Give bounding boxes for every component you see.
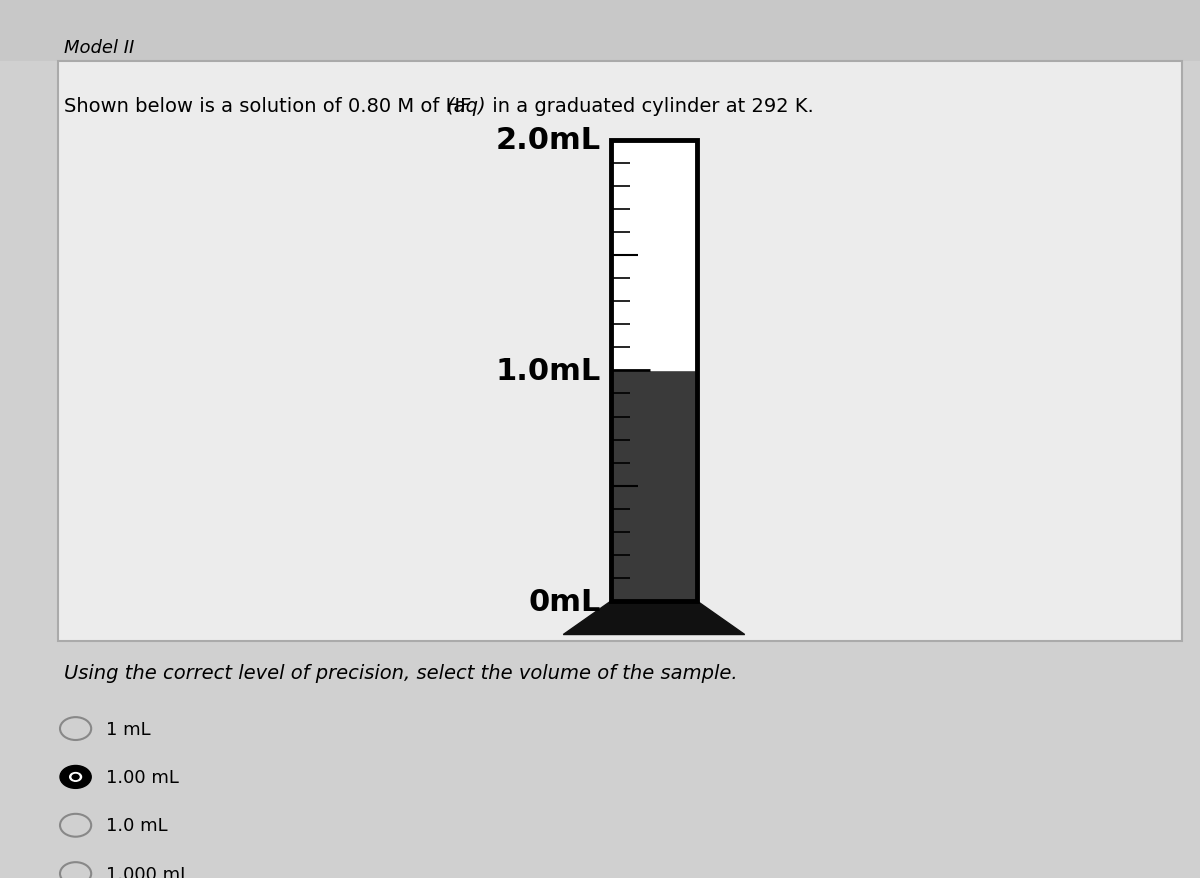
Text: 1.0 mL: 1.0 mL [106, 817, 167, 834]
Bar [611, 371, 697, 601]
Bar [611, 140, 697, 601]
Text: Shown below is a solution of 0.80 M of HF: Shown below is a solution of 0.80 M of H… [64, 97, 478, 116]
Text: 1.0mL: 1.0mL [496, 356, 601, 385]
Text: 2.0mL: 2.0mL [496, 126, 601, 155]
Text: Model II: Model II [64, 40, 134, 57]
Bar [0, 0, 1200, 61]
Text: 1.000 mL: 1.000 mL [106, 865, 190, 878]
Text: in a graduated cylinder at 292 K.: in a graduated cylinder at 292 K. [486, 97, 814, 116]
Text: Using the correct level of precision, select the volume of the sample.: Using the correct level of precision, se… [64, 663, 737, 682]
Text: 1 mL: 1 mL [106, 720, 150, 738]
Text: 0mL: 0mL [529, 587, 601, 615]
Circle shape [60, 766, 91, 788]
Circle shape [72, 774, 79, 780]
Text: (aq): (aq) [446, 97, 486, 116]
Polygon shape [563, 601, 745, 635]
Circle shape [70, 773, 82, 781]
Text: 1.00 mL: 1.00 mL [106, 768, 179, 786]
Bar [58, 61, 1182, 641]
Bar [611, 140, 697, 371]
